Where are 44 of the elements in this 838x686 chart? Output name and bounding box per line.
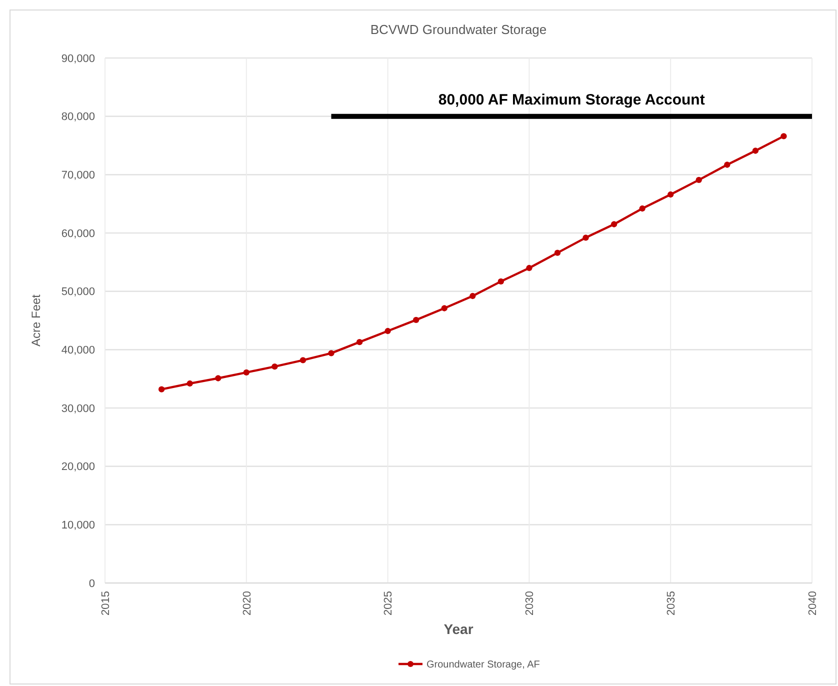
point	[668, 191, 674, 198]
series-label: 80,000 AF Maximum Storage Account	[438, 91, 705, 108]
point	[498, 278, 504, 284]
point	[384, 328, 391, 334]
x-tick-label: 2030	[524, 591, 536, 616]
point	[724, 162, 730, 168]
y-tick-label: 20,000	[61, 461, 95, 474]
point	[441, 305, 448, 312]
point	[356, 339, 363, 346]
point	[526, 264, 532, 272]
point	[243, 369, 250, 376]
point	[186, 380, 193, 387]
point	[752, 148, 759, 154]
point	[272, 364, 278, 370]
x-tick-label: 2020	[241, 591, 254, 616]
point	[470, 292, 476, 300]
y-tick-label: 80,000	[61, 111, 95, 124]
point	[328, 350, 334, 356]
point	[554, 250, 561, 256]
y-tick-label: 40,000	[61, 344, 95, 357]
chart-title: BCVWD Groundwater Storage	[370, 22, 547, 37]
y-tick-label: 50,000	[61, 286, 95, 298]
point	[158, 386, 165, 392]
y-tick-label: 70,000	[61, 170, 95, 182]
x-tick-label: 2040	[806, 591, 819, 616]
x-tick-label: 2035	[665, 591, 678, 616]
y-tick-label: 30,000	[61, 402, 95, 415]
y-tick-label: 60,000	[61, 228, 95, 240]
y-tick-label: 10,000	[61, 520, 95, 532]
x-axis-title: Year	[444, 621, 474, 637]
point	[300, 357, 306, 364]
y-axis-title: Acre Feet	[29, 294, 43, 347]
y-tick-label: 90,000	[61, 52, 95, 65]
point	[780, 133, 787, 140]
y-tick-label: 0	[88, 578, 95, 590]
point	[696, 176, 702, 183]
x-tick-label: 2025	[382, 591, 395, 616]
point	[582, 234, 589, 241]
point	[639, 205, 646, 212]
point	[412, 316, 420, 323]
point	[610, 221, 618, 228]
legend-label: Groundwater Storage, AF	[426, 660, 540, 670]
x-tick-label: 2015	[100, 591, 112, 616]
point	[215, 375, 222, 382]
